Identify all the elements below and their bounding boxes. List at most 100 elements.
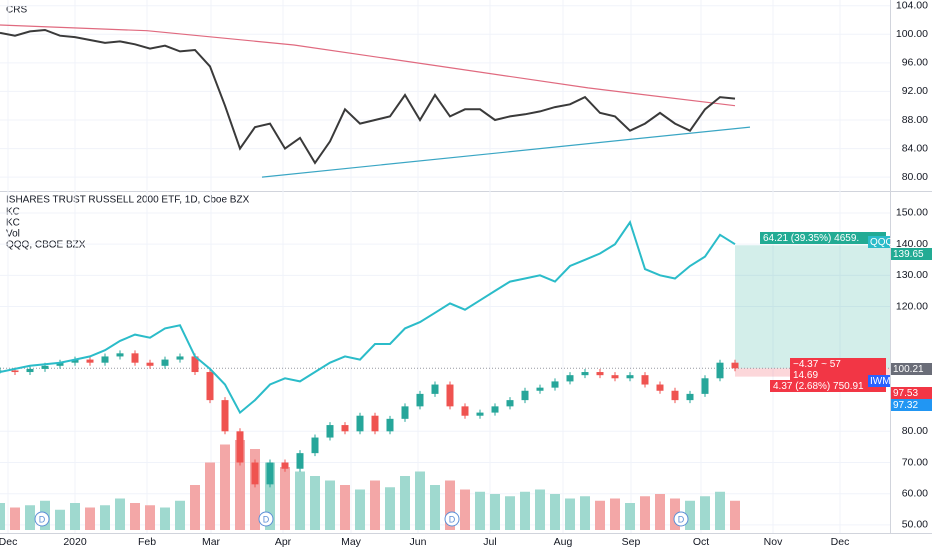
marks (0, 24, 890, 530)
candle (671, 390, 679, 401)
volume-bar (610, 498, 620, 530)
candle (221, 400, 229, 432)
grid (0, 0, 890, 533)
overlay: D D D D 64.21 (39.35%) 4659. −4.37 ~ 5714.694… (34, 232, 932, 527)
candle (191, 356, 199, 373)
candle (716, 362, 724, 379)
candle (356, 415, 364, 432)
volume-bar (205, 462, 215, 530)
y-tick-label: 96.00 (902, 57, 928, 69)
volume-bar (700, 496, 710, 530)
candle (11, 370, 19, 373)
candle (206, 372, 214, 401)
x-tick-label: Dec (831, 536, 850, 548)
volume-bar (160, 507, 170, 530)
volume-bar (340, 485, 350, 530)
volume-bar (370, 480, 380, 530)
price-tag-label: 97.32 (893, 400, 918, 411)
volume-bar (595, 500, 605, 530)
volume-bar (25, 505, 35, 530)
candle (626, 375, 634, 379)
candle (476, 412, 484, 416)
volume-bar (130, 503, 140, 530)
volume-bar (85, 507, 95, 530)
annotation-box (790, 369, 886, 381)
volume-bar (355, 489, 365, 530)
volume-bar (490, 494, 500, 530)
x-tick-label: Sep (622, 536, 641, 548)
candle (401, 406, 409, 419)
annotation: 4.37 (2.68%) 750.91 (773, 381, 864, 392)
legend-entry: Vol (6, 229, 20, 240)
volume-bar (55, 509, 65, 530)
annotation: −4.37 ~ 57 (793, 359, 841, 370)
volume-bar (670, 498, 680, 530)
volume-bar (10, 507, 20, 530)
dividend-label: D (39, 514, 46, 524)
y-tick-label: 120.00 (896, 300, 928, 312)
volume-bar (220, 444, 230, 530)
candle (386, 418, 394, 432)
volume-bar (640, 496, 650, 530)
x-tick-label: Oct (693, 536, 709, 548)
x-tick-label: Aug (554, 536, 573, 548)
x-tick-label: Nov (764, 536, 783, 548)
volume-bar (445, 480, 455, 530)
candle (596, 372, 604, 376)
volume-bar (265, 462, 275, 530)
volume-bar (535, 489, 545, 530)
candle (686, 393, 694, 401)
candle (341, 425, 349, 432)
y-tick-label: 150.00 (896, 207, 928, 219)
candle (611, 375, 619, 379)
dividend-marker (34, 511, 50, 527)
price-tag (891, 399, 932, 411)
dividend-marker (258, 511, 274, 527)
candle (581, 372, 589, 376)
y-tick-label: 80.00 (902, 171, 928, 183)
volume-bar (235, 440, 245, 530)
y-tick-label: 88.00 (902, 114, 928, 126)
volume-bar (190, 485, 200, 530)
y-tick-label: 80.00 (902, 425, 928, 437)
y-tick-label: 100.00 (896, 28, 928, 40)
price-tag (891, 363, 932, 375)
volume-bar (280, 467, 290, 530)
candle (71, 359, 79, 363)
volume-bar (730, 500, 740, 530)
dividend-marker (444, 511, 460, 527)
volume-bar (325, 480, 335, 530)
candle (431, 384, 439, 394)
candle (146, 362, 154, 366)
volume-bar (715, 491, 725, 530)
volume-bar (655, 494, 665, 530)
volume-bar (295, 471, 305, 530)
volume-bar (430, 485, 440, 530)
dividend-label: D (263, 514, 270, 524)
y-tick-label: 70.00 (902, 456, 928, 468)
candle (446, 384, 454, 407)
volume-bar (475, 491, 485, 530)
volume-bar (70, 503, 80, 530)
volume-bar (520, 491, 530, 530)
volume-bar (580, 496, 590, 530)
volume-bar (310, 476, 320, 530)
volume-bar (115, 498, 125, 530)
annotation: 64.21 (39.35%) 4659. (763, 233, 859, 244)
candle (86, 359, 94, 363)
candle (536, 387, 544, 391)
volume-bar (385, 487, 395, 530)
volume-bar (250, 449, 260, 530)
legend-entry: KC (6, 218, 20, 229)
candle (656, 384, 664, 391)
candle (251, 462, 259, 485)
candle (371, 415, 379, 432)
legend-entry: QQQ, CBOE BZX (6, 240, 86, 251)
x-tick-label: Dec (0, 536, 17, 548)
x-tick-label: Feb (138, 536, 156, 548)
candle (641, 375, 649, 385)
series-line (0, 220, 736, 415)
y-tick-label: 130.00 (896, 269, 928, 281)
price-tag (891, 248, 932, 260)
